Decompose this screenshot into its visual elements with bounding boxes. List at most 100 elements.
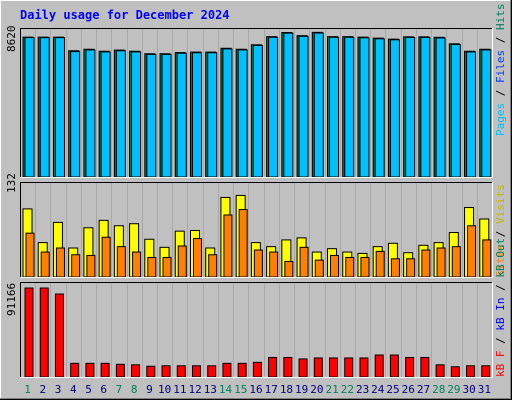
bar-kbf (100, 362, 110, 378)
legend-kbin: kB In (494, 298, 507, 331)
chart-title: Daily usage for December 2024 (20, 8, 230, 22)
bar-kbf (39, 287, 49, 378)
bar-files (115, 50, 126, 178)
bar-files (435, 37, 446, 178)
x-tick-label: 18 (280, 383, 293, 396)
bar-files (405, 36, 416, 178)
bar-sites (208, 254, 218, 278)
bar-kbf (54, 293, 64, 378)
bar-sites (238, 209, 248, 278)
bar-kbf (268, 356, 278, 378)
bar-files (359, 37, 370, 178)
legend-visits: Visits (494, 184, 507, 224)
bar-kbf (70, 362, 80, 378)
x-axis-day-labels: 1 2 3 4 5 6 7 8 9 10 11 12 13 14 15 16 17 18 19 20 21 22 23 24 2… (24, 383, 491, 396)
bar-sites (162, 256, 172, 278)
x-tick-label: 27 (417, 383, 430, 396)
x-tick-label: 6 (100, 383, 107, 396)
legend-sep-3: / (494, 224, 507, 244)
bar-kbf (146, 365, 156, 378)
x-tick-label: 28 (432, 383, 445, 396)
bar-files (374, 38, 385, 178)
bar-kbf (481, 365, 491, 378)
x-tick-label: 12 (188, 383, 201, 396)
bar-files (268, 36, 279, 178)
bar-kbf (283, 356, 293, 378)
legend-sites-visits: Sites / Visits (494, 184, 507, 277)
bar-sites (314, 259, 324, 278)
bar-kbf (329, 357, 339, 378)
bar-files (100, 51, 111, 178)
x-tick-label: 22 (341, 383, 354, 396)
x-tick-label: 20 (310, 383, 323, 396)
bar-sites (86, 254, 96, 278)
bar-kbf (298, 358, 308, 378)
x-tick-label: 21 (326, 383, 339, 396)
bar-files (420, 36, 431, 178)
x-tick-label: 16 (249, 383, 262, 396)
x-tick-label: 5 (85, 383, 92, 396)
bar-kbf (313, 357, 323, 378)
x-tick-label: 31 (478, 383, 491, 396)
bar-sites (360, 256, 370, 278)
legend-pages: Pages (494, 103, 507, 136)
legend-kbout: kB Out (494, 238, 507, 278)
bar-kbf (85, 362, 95, 378)
bar-sites (467, 225, 477, 278)
bar-sites (116, 246, 126, 278)
y-max-label-kbytes: 91166 (5, 283, 18, 316)
bar-kbf (131, 364, 141, 378)
bar-sites (192, 238, 202, 278)
bar-kbf (176, 365, 186, 378)
bar-files (313, 32, 324, 178)
bar-sites (223, 214, 233, 278)
x-tick-label: 25 (386, 383, 399, 396)
x-tick-label: 23 (356, 383, 369, 396)
legend-sep-1: / (494, 83, 507, 103)
bar-sites (406, 258, 416, 278)
bar-files (54, 37, 65, 178)
bar-kbf (420, 356, 430, 378)
legend-pages-files-hits: Pages / Files / Hits (494, 4, 507, 137)
bar-sites (40, 251, 50, 278)
x-tick-label: 26 (402, 383, 415, 396)
bar-files (329, 36, 340, 178)
bar-kbf (405, 356, 415, 378)
bar-files (389, 39, 400, 178)
bar-sites (25, 232, 35, 278)
bar-sites (330, 254, 340, 278)
bar-sites (421, 249, 431, 278)
bar-sites (436, 247, 446, 278)
y-max-label-hits: 8620 (5, 26, 18, 53)
panel-frames (20, 28, 493, 378)
legend-sites: Sites (494, 244, 507, 277)
grid-lines (35, 28, 478, 377)
bar-sites (132, 251, 142, 278)
bar-sites (451, 246, 461, 278)
bar-kbf (161, 365, 171, 378)
bar-kbf (389, 354, 399, 378)
x-tick-label: 24 (371, 383, 385, 396)
bar-sites (269, 251, 279, 278)
bar-kbf (207, 365, 217, 378)
legend-sep-5: / (494, 278, 507, 298)
bar-files (466, 51, 477, 178)
x-tick-label: 7 (116, 383, 123, 396)
bar-kbf (466, 365, 476, 378)
bar-kbf (252, 361, 262, 378)
bar-kbf (344, 357, 354, 378)
bar-sites (177, 245, 187, 278)
x-tick-label: 3 (55, 383, 62, 396)
bar-kbf (222, 362, 232, 378)
bar-files (298, 35, 309, 178)
y-max-label-visits: 132 (5, 173, 18, 193)
x-tick-label: 1 (24, 383, 31, 396)
bar-files (161, 53, 172, 178)
bar-files (237, 49, 248, 178)
bar-files (481, 49, 492, 178)
x-tick-label: 17 (265, 383, 278, 396)
bar-sites (375, 250, 385, 278)
bar-files (344, 36, 355, 178)
x-tick-label: 13 (204, 383, 217, 396)
